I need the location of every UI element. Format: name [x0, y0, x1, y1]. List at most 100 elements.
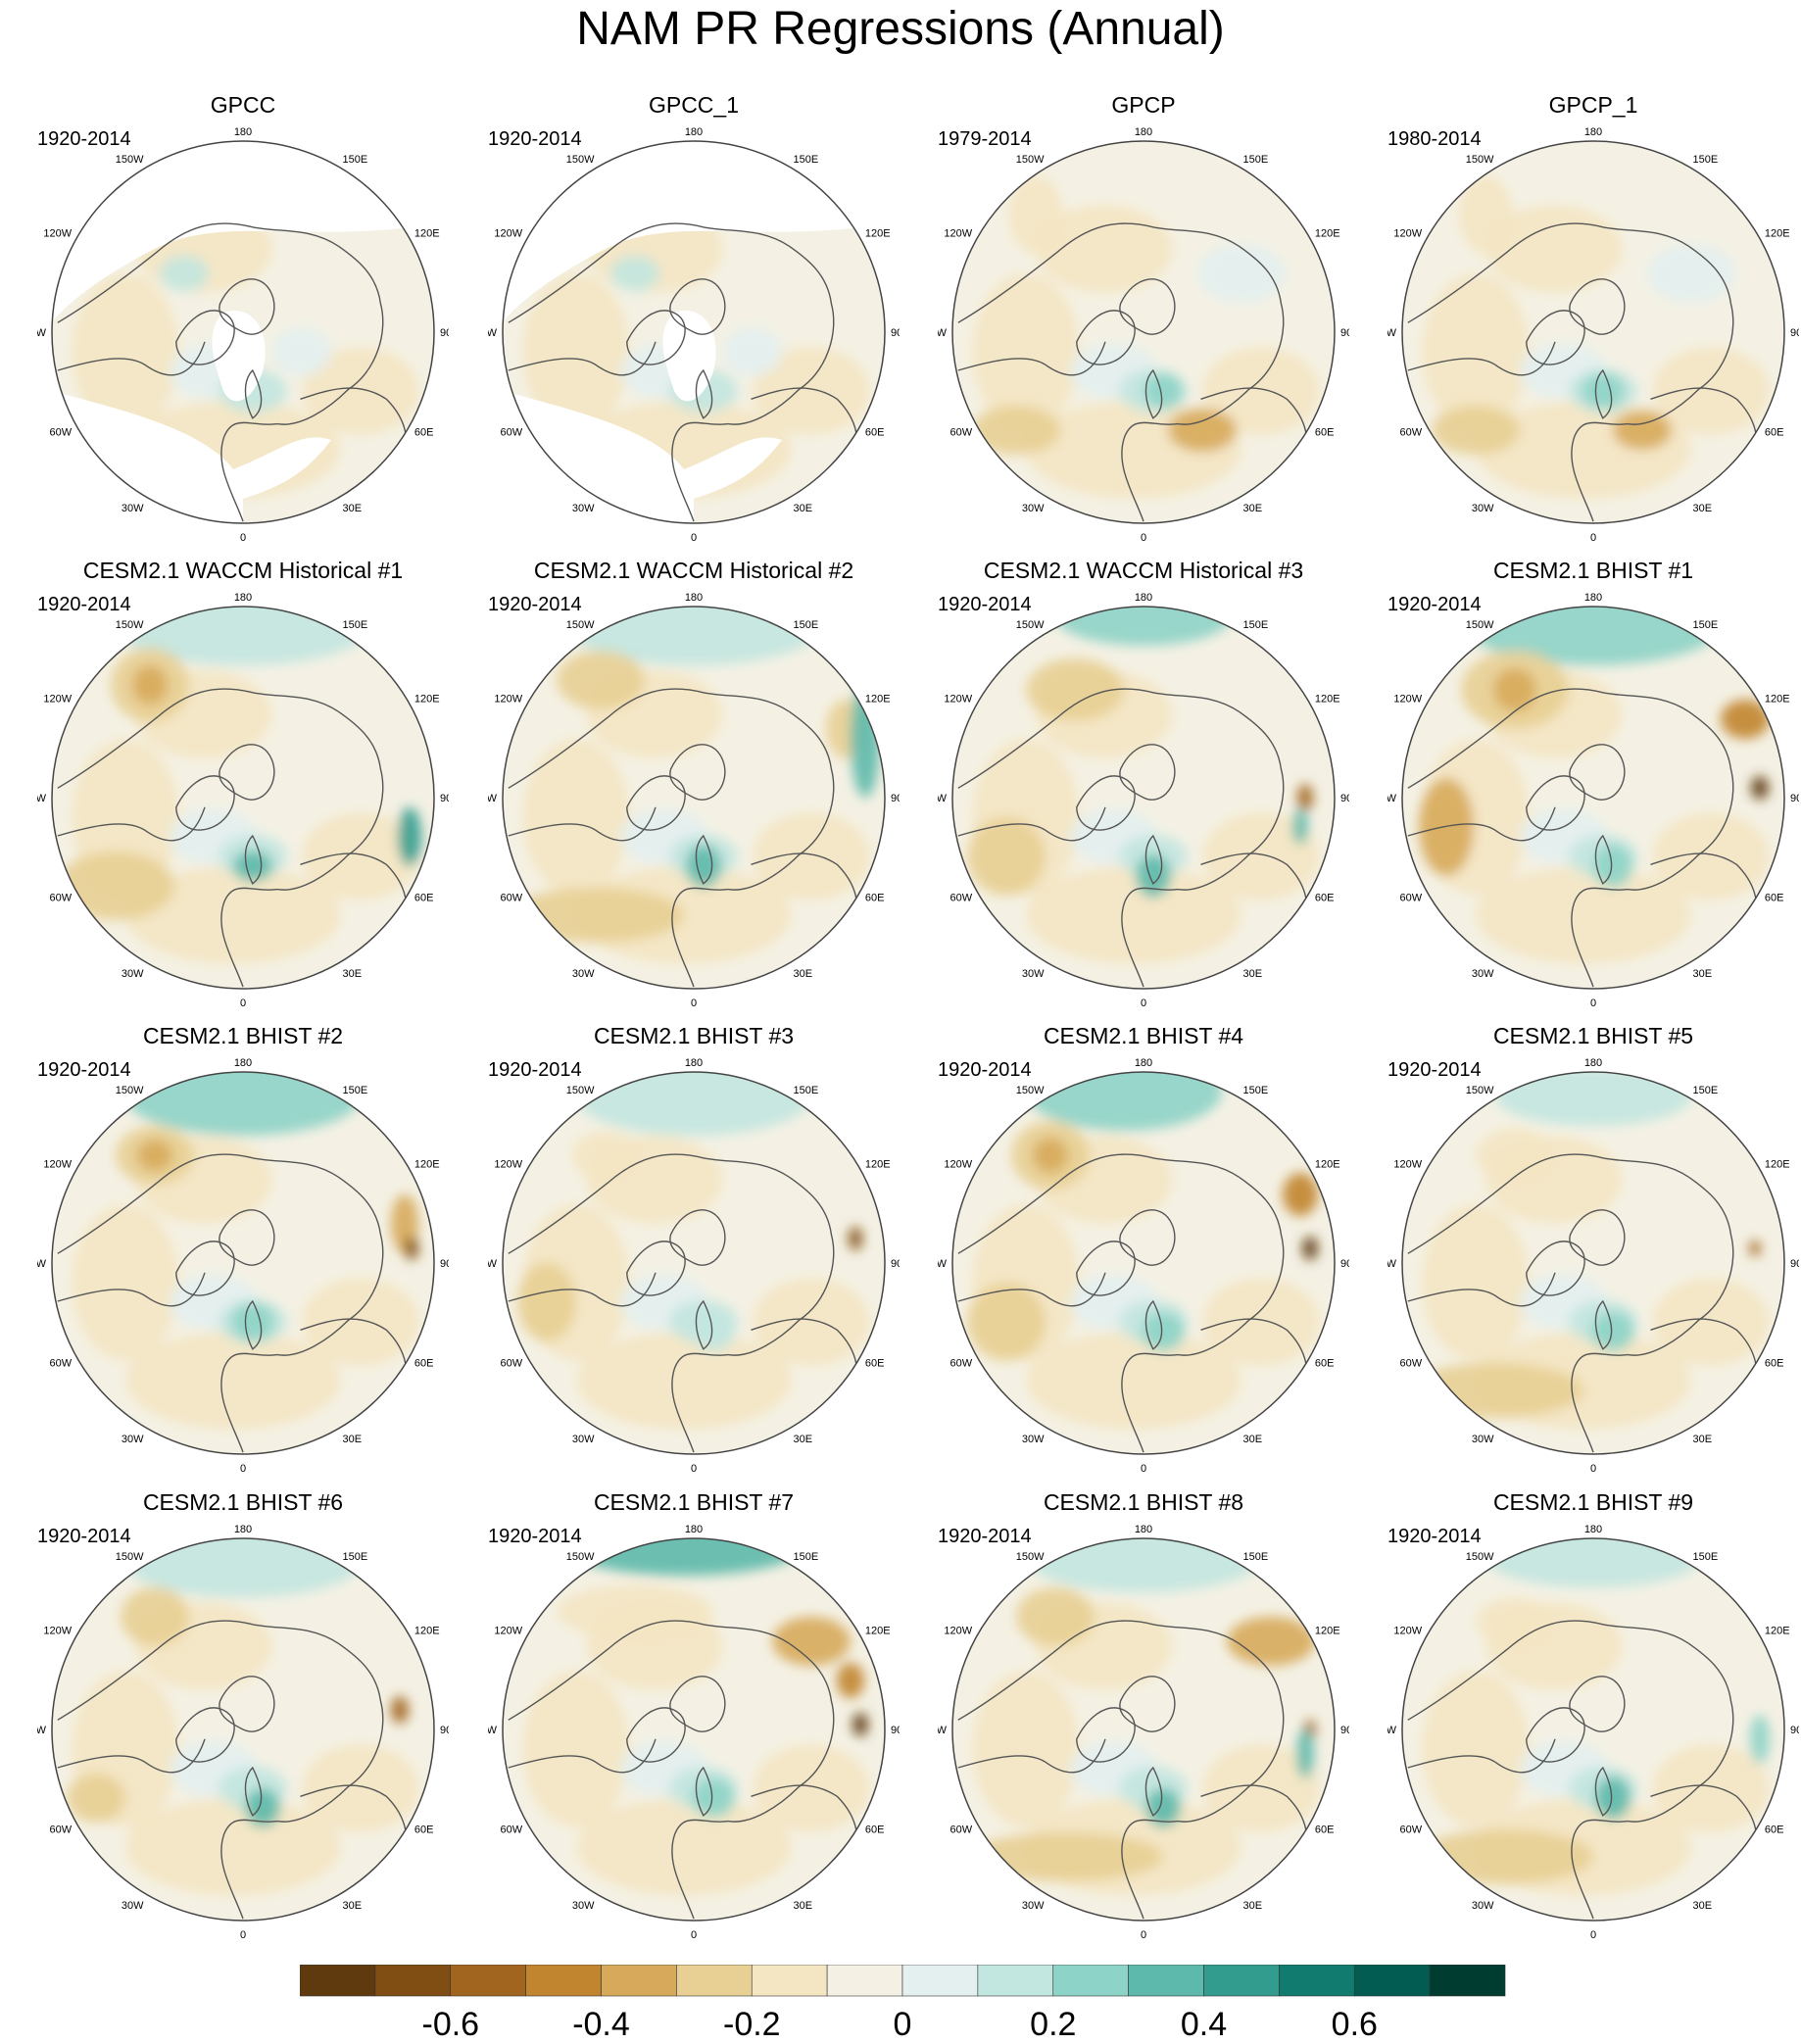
longitude-label: 60W	[949, 1358, 972, 1370]
panel-title: CESM2.1 BHIST #9	[1492, 1489, 1694, 1515]
longitude-label: 60W	[500, 893, 522, 904]
longitude-label: 30E	[1693, 503, 1713, 514]
longitude-label: 30E	[343, 1900, 363, 1912]
map-rim	[502, 1537, 886, 1922]
longitude-label: 30W	[572, 1900, 595, 1912]
longitude-label: 120E	[865, 694, 891, 706]
anomaly-contour	[576, 1332, 792, 1430]
anomaly-contour	[405, 1237, 418, 1260]
longitude-label: 30W	[122, 503, 144, 514]
coastlines	[957, 1620, 1308, 1920]
anomaly-contour	[1593, 845, 1632, 888]
longitude-label: 150W	[116, 154, 144, 166]
anomaly-contour	[1145, 1788, 1181, 1827]
map-panel: 180 150W 150E 120W 120E 90W 90E 60W 60E 30W 30E 0 CE…	[1387, 1487, 1799, 1938]
longitude-label: 120W	[43, 694, 72, 706]
polar-map: 180 150W 150E 120W 120E 90W 90E 60W 60E 30W 30E 0	[37, 1524, 449, 1938]
longitude-label: 150W	[1466, 1085, 1494, 1096]
longitude-label: 60E	[865, 893, 885, 904]
longitude-label: 30W	[1022, 968, 1045, 980]
anomaly-contour	[1750, 1715, 1770, 1764]
longitude-label: 150W	[1016, 619, 1045, 631]
colorbar-tick-label: -0.6	[422, 2006, 480, 2043]
anomaly-contour	[302, 347, 419, 435]
longitude-label: 60E	[1765, 1358, 1784, 1370]
panel-title: GPCC_1	[648, 92, 740, 118]
longitude-label: 120W	[494, 1626, 522, 1637]
anomaly-contour	[391, 1696, 409, 1724]
anomaly-contour	[302, 1278, 419, 1366]
longitude-label: 120E	[1765, 1626, 1790, 1637]
longitude-label: 90W	[488, 327, 498, 339]
longitude-label: 0	[691, 1463, 697, 1472]
panel-period: 1920-2014	[37, 1526, 131, 1547]
longitude-label: 90W	[37, 1258, 47, 1270]
anomaly-contour	[121, 1587, 189, 1646]
anomaly-contour	[1466, 607, 1721, 665]
anomaly-contour	[1026, 1332, 1241, 1430]
anomaly-contour	[967, 817, 1046, 896]
anomaly-contour	[1582, 373, 1625, 409]
panel-period: 1980-2014	[1387, 128, 1482, 150]
anomaly-contour	[1202, 347, 1320, 435]
anomaly-contour	[1283, 1173, 1318, 1216]
longitude-label: 120E	[865, 228, 891, 240]
panel-title: CESM2.1 WACCM Historical #2	[533, 558, 854, 583]
longitude-label: 150W	[116, 1085, 144, 1096]
longitude-label: 150E	[794, 1551, 819, 1563]
longitude-label: 0	[240, 1463, 246, 1472]
longitude-label: 180	[234, 592, 252, 604]
anomaly-contour	[1595, 1776, 1631, 1820]
colorbar-swatch	[901, 1965, 979, 1997]
longitude-label: 60E	[1765, 893, 1784, 904]
anomaly-contour	[72, 273, 179, 430]
longitude-label: 60W	[1399, 893, 1422, 904]
longitude-label: 90W	[938, 1725, 948, 1736]
longitude-label: 60W	[500, 1825, 522, 1836]
longitude-label: 30E	[1243, 503, 1263, 514]
anomaly-contour	[1432, 406, 1520, 455]
anomaly-contour	[1202, 1278, 1320, 1366]
main-title: NAM PR Regressions (Annual)	[576, 3, 1225, 55]
longitude-label: 180	[1135, 592, 1152, 604]
panel-title: CESM2.1 BHIST #5	[1492, 1023, 1694, 1048]
longitude-label: 150W	[566, 1085, 595, 1096]
anomaly-contour	[132, 665, 168, 705]
panel-period: 1920-2014	[37, 594, 131, 615]
longitude-label: 180	[234, 126, 252, 138]
anomaly-contour	[1026, 1072, 1222, 1131]
longitude-label: 30E	[1243, 968, 1263, 980]
map-panel: 180 150W 150E 120W 120E 90W 90E 60W 60E 30W 30E 0 GP…	[488, 90, 900, 541]
anomaly-contour	[1652, 1744, 1770, 1832]
longitude-label: 120E	[865, 1159, 891, 1171]
longitude-label: 120W	[43, 228, 72, 240]
longitude-label: 30E	[1693, 1900, 1713, 1912]
longitude-label: 150E	[343, 619, 368, 631]
longitude-label: 30E	[1243, 1900, 1263, 1912]
anomaly-contour	[72, 1204, 179, 1361]
map-rim	[51, 606, 435, 990]
anomaly-contour	[233, 851, 272, 882]
polar-map: 180 150W 150E 120W 120E 90W 90E 60W 60E 30W 30E 0	[488, 1057, 900, 1472]
anomaly-contour	[1008, 175, 1063, 254]
longitude-label: 30E	[794, 503, 813, 514]
anomaly-contour	[753, 347, 870, 435]
longitude-label: 120W	[1393, 1626, 1422, 1637]
anomaly-contour	[852, 1713, 868, 1736]
panel-period: 1920-2014	[488, 594, 582, 615]
longitude-label: 120E	[1315, 694, 1340, 706]
map-panel: 180 150W 150E 120W 120E 90W 90E 60W 60E 30W 30E 0 CE…	[1387, 556, 1799, 1006]
longitude-label: 60E	[1765, 1825, 1784, 1836]
polar-map: 180 150W 150E 120W 120E 90W 90E 60W 60E 30W 30E 0	[488, 126, 900, 541]
anomaly-contour	[967, 1283, 1046, 1361]
map-panel: 180 150W 150E 120W 120E 90W 90E 60W 60E 30W 30E 0 CE…	[938, 1021, 1349, 1472]
colorbar-swatch	[1128, 1965, 1204, 1997]
longitude-label: 60E	[1315, 1358, 1335, 1370]
longitude-label: 150W	[1466, 154, 1494, 166]
colorbar-swatch	[601, 1965, 677, 1997]
longitude-label: 120W	[43, 1159, 72, 1171]
longitude-label: 120E	[1315, 228, 1340, 240]
anomaly-contour	[1026, 866, 1241, 964]
anomaly-contour	[231, 1302, 274, 1341]
anomaly-contour	[522, 273, 630, 430]
